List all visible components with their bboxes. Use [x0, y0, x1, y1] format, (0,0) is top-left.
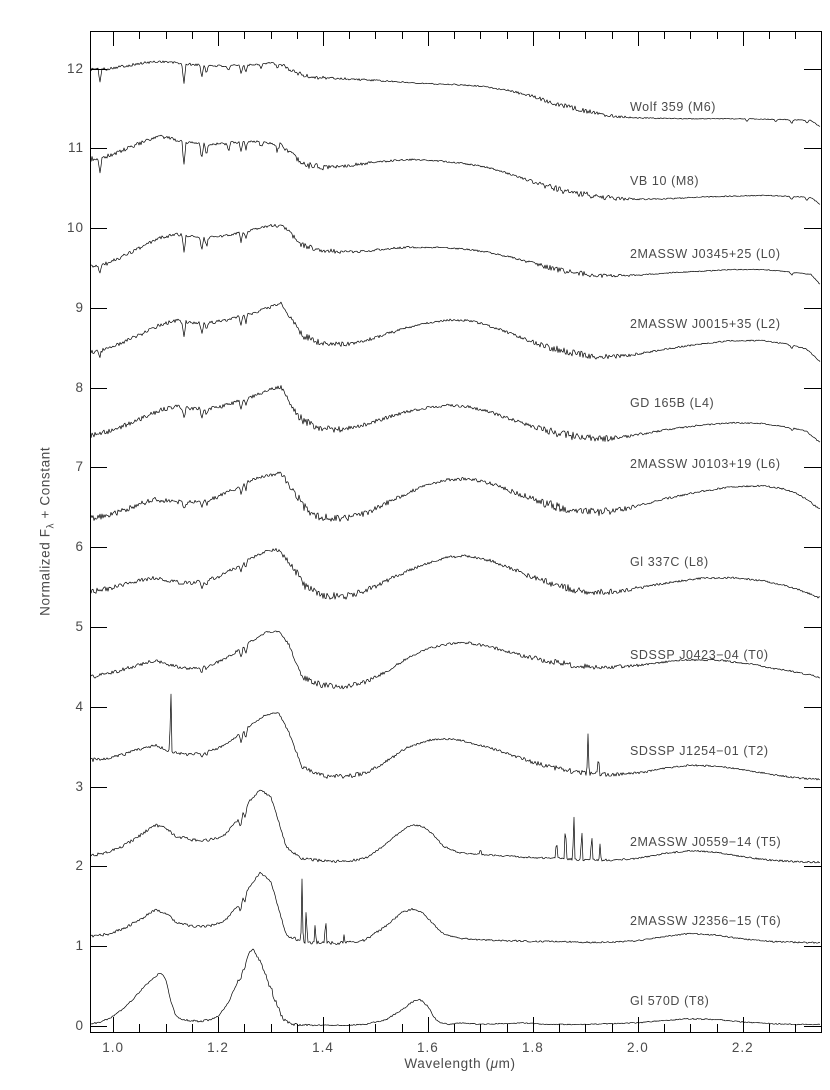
- y-tick-label: 0: [75, 1018, 84, 1033]
- y-tick-label: 8: [75, 379, 84, 395]
- spectrum-label-m6: Wolf 359 (M6): [629, 100, 717, 115]
- y-tick-label: 4: [75, 698, 84, 714]
- spectrum-label-t0: SDSSP J0423−04 (T0): [629, 647, 769, 662]
- y-tick-label: 6: [75, 539, 84, 555]
- x-tick-label: 1.4: [312, 1040, 334, 1055]
- spectrum-label-t8: Gl 570D (T8): [629, 994, 710, 1009]
- spectrum-label-m8: VB 10 (M8): [629, 173, 700, 188]
- spectrum-label-l8: Gl 337C (L8): [629, 555, 709, 570]
- spectrum-label-t5: 2MASSW J0559−14 (T5): [629, 835, 782, 850]
- y-tick-label: 12: [66, 60, 84, 76]
- x-tick-label: 1.2: [207, 1040, 229, 1055]
- x-axis-title-mu: μ: [490, 1056, 499, 1071]
- x-axis-title: Wavelength (μm): [355, 1056, 565, 1071]
- y-tick-label: 2: [75, 858, 84, 874]
- spectrum-label-t2: SDSSP J1254−01 (T2): [629, 744, 769, 759]
- spectrum-label-l2: 2MASSW J0015+35 (L2): [629, 317, 781, 332]
- y-tick-label: 9: [75, 299, 84, 315]
- y-tick-label: 1: [75, 938, 84, 954]
- x-tick-label: 1.0: [102, 1040, 124, 1055]
- y-axis-title-lambda: λ: [45, 522, 57, 529]
- x-axis-title-suffix: m): [498, 1056, 516, 1071]
- y-axis-title-suffix: + Constant: [37, 446, 53, 523]
- y-tick-label: 5: [75, 619, 84, 635]
- spectrum-label-l4: GD 165B (L4): [629, 396, 715, 411]
- y-tick-label: 3: [75, 778, 84, 794]
- x-axis-title-text: Wavelength (: [404, 1056, 491, 1071]
- spectrum-label-l0: 2MASSW J0345+25 (L0): [629, 247, 781, 262]
- x-tick-label: 2.2: [731, 1040, 754, 1055]
- x-tick-label: 2.0: [626, 1040, 649, 1055]
- spectrum-label-t6: 2MASSW J2356−15 (T6): [629, 914, 782, 929]
- y-tick-label: 11: [67, 140, 84, 156]
- spectrum-label-l6: 2MASSW J0103+19 (L6): [629, 457, 781, 472]
- y-tick-label: 10: [66, 220, 84, 236]
- x-tick-label: 1.8: [522, 1040, 544, 1055]
- x-tick-label: 1.6: [417, 1040, 439, 1055]
- y-tick-label: 7: [75, 459, 84, 475]
